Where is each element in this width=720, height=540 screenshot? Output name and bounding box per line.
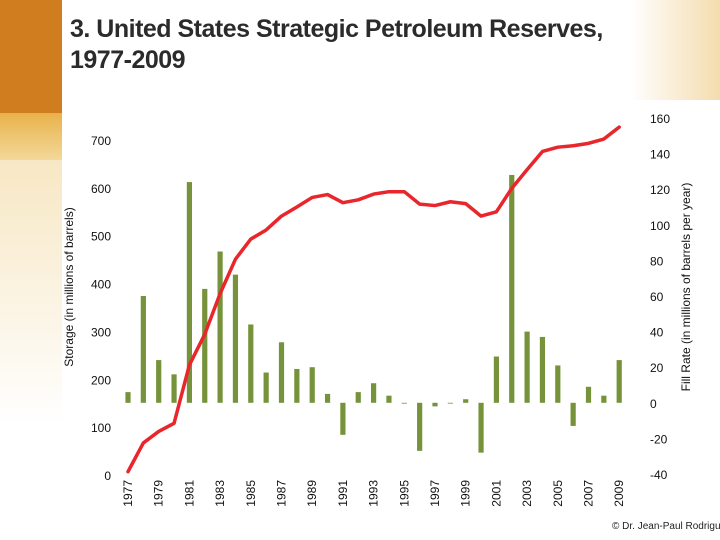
fill-rate-bar-2004 (539, 336, 546, 403)
fill-rate-bar-1983 (217, 251, 223, 403)
credit-text: © Dr. Jean-Paul Rodrigue (612, 521, 720, 532)
right-axis-label: Fill Rate (in millions of barrels per ye… (679, 183, 693, 392)
left-tick-label: 300 (91, 325, 111, 339)
right-tick-label: 100 (650, 219, 670, 233)
fill-rate-bar-1981 (186, 182, 192, 403)
fill-rate-bar-1989 (309, 367, 315, 403)
right-tick-label: -40 (650, 468, 668, 482)
decorative-bar-middle (0, 113, 62, 160)
fill-rate-bars (125, 174, 622, 453)
left-tick-label: 600 (91, 182, 111, 196)
left-tick-label: 500 (91, 230, 111, 244)
right-tick-label: 0 (650, 397, 657, 411)
x-tick-label: 1987 (275, 480, 289, 507)
left-axis-ticks: 0 100 200 300 400 500 600 700 (91, 134, 111, 483)
title-band (0, 0, 720, 100)
right-tick-label: 140 (650, 148, 670, 162)
fill-rate-bar-2002 (509, 174, 515, 403)
decorative-bar-top (0, 0, 62, 113)
fill-rate-bar-2007 (585, 386, 592, 403)
storage-line-layer (126, 125, 621, 474)
fill-rate-bar-1995 (401, 402, 407, 404)
fill-rate-bar-1984 (232, 274, 239, 403)
left-tick-label: 200 (91, 373, 111, 387)
fill-rate-bar-1986 (263, 372, 269, 403)
right-tick-label: 120 (650, 183, 670, 197)
fill-rate-bar-2001 (493, 356, 499, 403)
x-tick-label: 1985 (244, 480, 258, 507)
fill-rate-bar-1994 (386, 395, 392, 403)
x-tick-label: 2001 (489, 480, 503, 507)
decorative-bar-bottom (0, 160, 62, 540)
fill-rate-bar-2003 (524, 331, 530, 403)
fill-rate-bar-1999 (463, 399, 469, 403)
fill-rate-bar-1990 (324, 393, 331, 403)
fill-rate-bar-1979 (156, 360, 162, 403)
fill-rate-bar-1992 (355, 392, 361, 403)
fill-rate-bar-1977 (125, 392, 131, 403)
right-tick-label: 20 (650, 361, 664, 375)
fill-rate-bar-1988 (294, 368, 300, 403)
x-tick-label: 1983 (213, 480, 227, 507)
left-tick-label: 700 (91, 134, 111, 148)
right-axis-ticks: -40 -20 0 20 40 60 80 100 120 140 160 (650, 112, 670, 482)
slide-title: 3. United States Strategic Petroleum Res… (70, 15, 603, 74)
fill-rate-bar-2006 (570, 402, 576, 426)
right-tick-label: 60 (650, 290, 664, 304)
x-tick-label: 1979 (152, 480, 166, 507)
x-tick-label: 1993 (367, 480, 381, 507)
x-tick-label: 1999 (459, 480, 473, 507)
x-axis-ticks: 1977 1979 1981 1983 1985 1987 1989 1991 1993 1995… (121, 480, 626, 507)
fill-rate-bar-1996 (417, 402, 423, 451)
fill-rate-bar-1993 (371, 383, 377, 403)
left-tick-label: 400 (91, 278, 111, 292)
storage-line (126, 125, 621, 474)
left-tick-label: 100 (91, 421, 111, 435)
x-tick-label: 1989 (305, 480, 319, 507)
fill-rate-bar-2008 (601, 395, 607, 403)
x-tick-label: 2003 (520, 480, 534, 507)
x-tick-label: 2009 (612, 480, 626, 507)
x-tick-label: 1995 (397, 480, 411, 507)
left-axis-label: Storage (in millions of barrels) (62, 207, 76, 366)
x-tick-label: 1991 (336, 480, 350, 507)
fill-rate-bar-1987 (278, 342, 285, 403)
decorative-strip (630, 0, 720, 100)
fill-rate-bar-1998 (447, 402, 453, 404)
fill-rate-bar-2005 (555, 365, 561, 403)
x-tick-label: 1977 (121, 480, 135, 507)
left-tick-label: 0 (104, 469, 111, 483)
fill-rate-bar-2000 (478, 402, 484, 453)
fill-rate-bar-2009 (616, 360, 622, 403)
fill-rate-bar-1978 (140, 296, 146, 403)
right-tick-label: 160 (650, 112, 670, 126)
fill-rate-bar-1982 (202, 288, 208, 403)
right-tick-label: 80 (650, 254, 664, 268)
right-tick-label: 40 (650, 326, 664, 340)
fill-rate-bar-1985 (248, 324, 254, 403)
right-tick-label: -20 (650, 432, 668, 446)
x-tick-label: 1981 (182, 480, 196, 507)
fill-rate-bar-1991 (340, 402, 346, 435)
fill-rate-bar-1980 (171, 374, 177, 403)
x-tick-label: 1997 (428, 480, 442, 507)
x-tick-label: 2007 (582, 480, 596, 507)
fill-rate-bar-1997 (432, 402, 438, 407)
x-tick-label: 2005 (551, 480, 565, 507)
